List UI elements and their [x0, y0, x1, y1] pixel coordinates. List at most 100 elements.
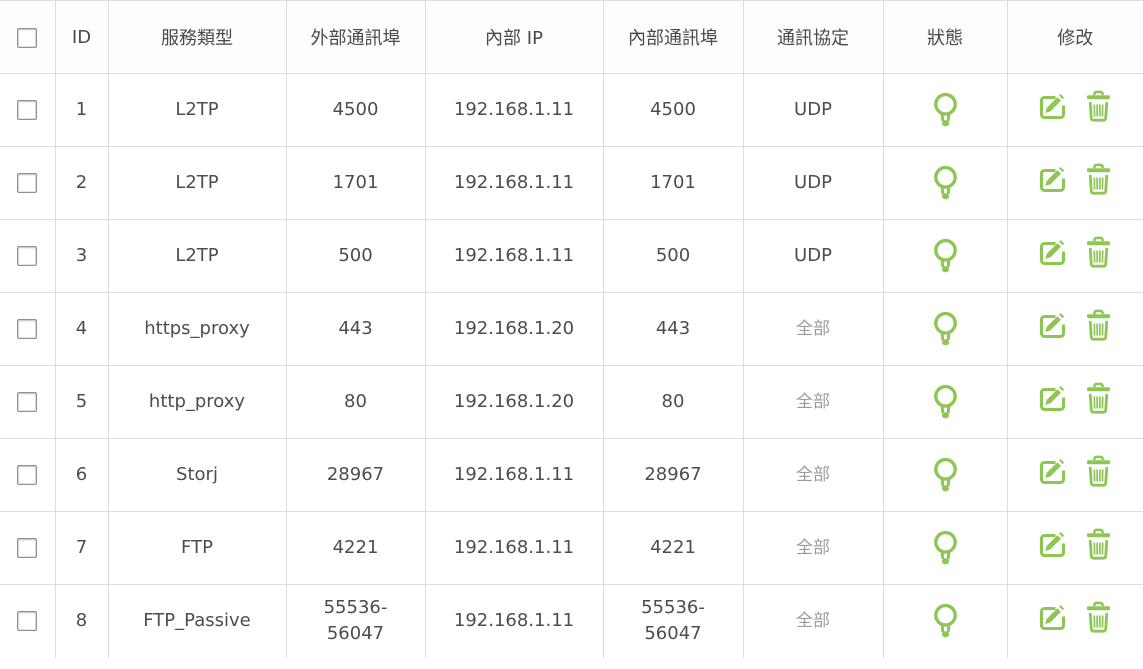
cell-status — [882, 219, 1008, 293]
status-toggle-button[interactable] — [931, 530, 960, 567]
lightbulb-icon — [931, 384, 960, 421]
delete-button[interactable] — [1084, 163, 1113, 196]
edit-button[interactable] — [1037, 383, 1068, 414]
cell-modify — [1006, 438, 1143, 512]
delete-button[interactable] — [1084, 455, 1113, 488]
cell-protocol: UDP — [742, 146, 884, 220]
edit-button[interactable] — [1037, 164, 1068, 195]
edit-icon — [1037, 456, 1068, 487]
delete-button[interactable] — [1084, 528, 1113, 561]
cell-status — [882, 365, 1008, 439]
status-toggle-button[interactable] — [931, 603, 960, 640]
cell-status — [882, 146, 1008, 220]
cell-internal-port: 80 — [602, 365, 744, 439]
edit-icon — [1037, 164, 1068, 195]
external-port-value: 500 — [338, 245, 373, 266]
delete-button[interactable] — [1084, 90, 1113, 123]
delete-button[interactable] — [1084, 601, 1113, 634]
row-checkbox[interactable] — [17, 392, 38, 412]
cell-external-port: 28967 — [285, 438, 426, 512]
edit-button[interactable] — [1037, 310, 1068, 341]
cell-modify — [1006, 584, 1143, 658]
trash-icon — [1084, 382, 1113, 415]
status-toggle-button[interactable] — [931, 311, 960, 348]
delete-button[interactable] — [1084, 236, 1113, 269]
trash-icon — [1084, 90, 1113, 123]
edit-button[interactable] — [1037, 529, 1068, 560]
row-checkbox[interactable] — [17, 246, 38, 266]
status-toggle-button[interactable] — [931, 165, 960, 202]
cell-modify — [1006, 292, 1143, 366]
cell-external-port: 500 — [285, 219, 426, 293]
edit-button[interactable] — [1037, 237, 1068, 268]
cell-select — [0, 365, 56, 439]
cell-internal-port: 443 — [602, 292, 744, 366]
row-checkbox[interactable] — [17, 538, 38, 558]
cell-status — [882, 438, 1008, 512]
cell-id: 2 — [54, 146, 109, 220]
cell-internal-ip: 192.168.1.11 — [424, 73, 604, 147]
row-checkbox[interactable] — [17, 611, 38, 632]
status-toggle-button[interactable] — [931, 384, 960, 421]
status-toggle-button[interactable] — [931, 238, 960, 275]
internal-port-value: 80 — [661, 391, 685, 412]
status-toggle-button[interactable] — [931, 457, 960, 494]
cell-id: 8 — [54, 584, 109, 658]
edit-icon — [1037, 529, 1068, 560]
cell-status — [882, 584, 1008, 658]
row-checkbox[interactable] — [17, 465, 38, 485]
edit-icon — [1037, 237, 1068, 268]
select-all-checkbox[interactable] — [17, 27, 38, 48]
external-port-value: 443 — [338, 318, 373, 339]
edit-icon — [1037, 602, 1068, 633]
header-protocol: 通訊協定 — [742, 0, 884, 74]
header-modify: 修改 — [1006, 0, 1143, 74]
row-checkbox[interactable] — [17, 173, 38, 193]
cell-internal-port: 55536-56047 — [602, 584, 744, 658]
external-port-value: 80 — [344, 391, 367, 412]
cell-status — [882, 511, 1008, 585]
table-row: 5 http_proxy 80 192.168.1.20 80 全部 — [0, 365, 1143, 439]
internal-port-value: 55536-56047 — [641, 597, 705, 645]
cell-internal-ip: 192.168.1.11 — [424, 219, 604, 293]
edit-button[interactable] — [1037, 602, 1068, 633]
internal-port-value: 28967 — [644, 464, 702, 485]
external-port-value: 55536-56047 — [323, 597, 388, 645]
status-toggle-button[interactable] — [931, 92, 960, 129]
row-checkbox[interactable] — [17, 100, 38, 120]
edit-icon — [1037, 383, 1068, 414]
external-port-value: 4500 — [332, 99, 379, 120]
edit-button[interactable] — [1037, 91, 1068, 122]
table-header: ID 服務類型 外部通訊埠 內部 IP 內部通訊埠 通訊協定 狀態 修改 — [0, 0, 1143, 74]
edit-icon — [1037, 91, 1068, 122]
table-row: 6 Storj 28967 192.168.1.11 28967 全部 — [0, 438, 1143, 512]
external-port-value: 4221 — [332, 537, 379, 558]
cell-internal-ip: 192.168.1.11 — [424, 438, 604, 512]
cell-id: 6 — [54, 438, 109, 512]
delete-button[interactable] — [1084, 382, 1113, 415]
cell-external-port: 4500 — [285, 73, 426, 147]
table-row: 7 FTP 4221 192.168.1.11 4221 全部 — [0, 511, 1143, 585]
edit-icon — [1037, 310, 1068, 341]
cell-internal-port: 500 — [602, 219, 744, 293]
delete-button[interactable] — [1084, 309, 1113, 342]
table-body: 1 L2TP 4500 192.168.1.11 4500 UDP 2 L2TP 1701 192… — [0, 73, 1143, 658]
row-checkbox[interactable] — [17, 319, 38, 339]
internal-port-value: 443 — [655, 318, 691, 339]
internal-port-value: 500 — [655, 245, 691, 266]
table-row: 8 FTP_Passive 55536-56047 192.168.1.11 55536… — [0, 584, 1143, 658]
cell-modify — [1006, 511, 1143, 585]
cell-status — [882, 292, 1008, 366]
lightbulb-icon — [931, 530, 960, 567]
cell-select — [0, 146, 56, 220]
cell-external-port: 80 — [285, 365, 426, 439]
cell-internal-ip: 192.168.1.20 — [424, 365, 604, 439]
cell-id: 3 — [54, 219, 109, 293]
lightbulb-icon — [931, 165, 960, 202]
cell-service-type: L2TP — [107, 219, 287, 293]
edit-button[interactable] — [1037, 456, 1068, 487]
header-service-type: 服務類型 — [107, 0, 287, 74]
cell-protocol: 全部 — [742, 365, 884, 439]
cell-internal-ip: 192.168.1.11 — [424, 146, 604, 220]
